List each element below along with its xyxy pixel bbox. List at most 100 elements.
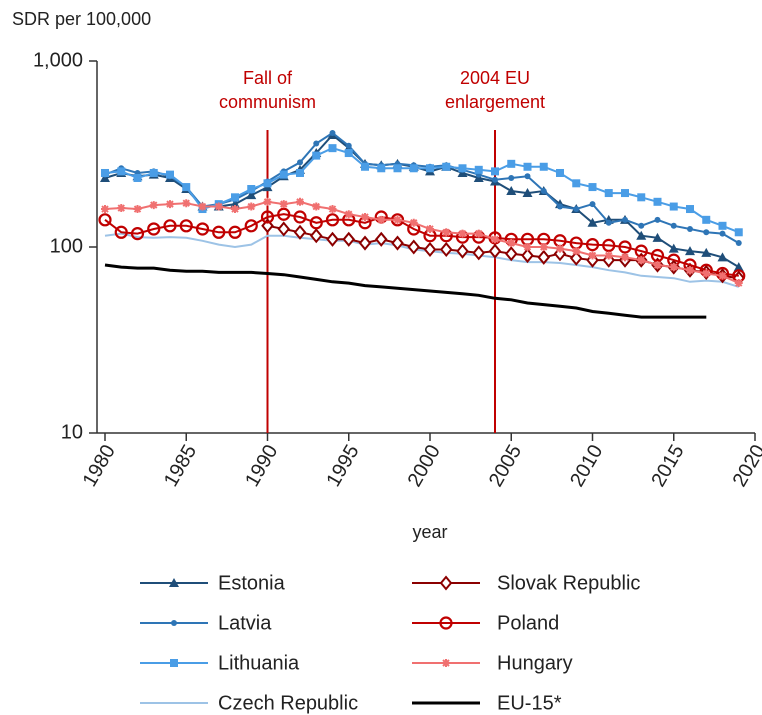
legend-label: Lithuania [218, 652, 300, 674]
marker [374, 231, 388, 247]
legend-marker [171, 620, 177, 626]
marker [458, 164, 467, 173]
marker [718, 221, 727, 230]
marker [588, 251, 597, 260]
marker [589, 201, 596, 208]
series-line [104, 147, 740, 234]
marker [474, 229, 483, 238]
marker [279, 200, 288, 209]
x-tick-label: 2015 [647, 441, 688, 491]
marker [297, 159, 303, 166]
marker [260, 210, 275, 224]
marker [652, 232, 663, 242]
marker [734, 279, 743, 288]
x-tick-label: 1990 [241, 441, 282, 491]
marker [556, 168, 564, 177]
legend-marker [170, 659, 178, 667]
marker [602, 238, 616, 253]
series-line [104, 263, 707, 319]
legend-marker [442, 659, 450, 667]
marker [507, 239, 516, 248]
marker [409, 164, 418, 173]
series-markers [101, 144, 743, 237]
marker [133, 173, 142, 182]
marker [244, 219, 258, 233]
marker [686, 205, 694, 214]
marker [636, 230, 647, 240]
marker [198, 202, 207, 211]
marker [669, 263, 678, 272]
marker [423, 241, 437, 258]
marker [442, 162, 451, 171]
marker [621, 189, 629, 198]
series-line [104, 200, 740, 285]
marker [101, 168, 109, 177]
marker [588, 183, 597, 192]
marker [195, 222, 210, 236]
annotation-text: communism [219, 92, 316, 112]
annotation-text: 2004 EU [460, 68, 530, 88]
marker [426, 164, 434, 173]
marker [182, 183, 191, 192]
marker [277, 221, 291, 237]
marker [309, 228, 323, 244]
marker [147, 222, 161, 236]
marker [149, 201, 158, 210]
marker [149, 168, 158, 177]
marker [703, 229, 710, 236]
marker [361, 212, 369, 221]
marker [718, 271, 727, 280]
marker [325, 213, 340, 227]
marker [572, 247, 581, 256]
marker [507, 159, 516, 168]
marker [247, 202, 256, 211]
y-tick-label: 1,000 [33, 49, 83, 71]
marker [668, 243, 679, 253]
marker [442, 228, 451, 237]
legend-label: Hungary [497, 652, 573, 674]
series-line [267, 224, 739, 280]
marker [540, 188, 547, 195]
marker [686, 266, 694, 275]
marker [557, 203, 563, 210]
marker [472, 245, 486, 261]
x-tick-label: 1995 [322, 441, 363, 491]
marker [345, 142, 352, 149]
marker [491, 167, 499, 176]
annotation-text: Fall of [243, 68, 293, 88]
x-axis-label: year [412, 522, 447, 542]
marker [669, 202, 678, 211]
marker [312, 202, 321, 211]
marker [604, 251, 613, 260]
marker [117, 167, 126, 176]
marker [247, 185, 256, 194]
marker [622, 216, 628, 223]
marker [409, 218, 418, 227]
marker [556, 244, 564, 253]
marker [212, 225, 226, 239]
marker [474, 165, 483, 174]
marker [650, 248, 665, 263]
legend-marker [169, 578, 179, 587]
marker [587, 217, 598, 227]
marker [539, 243, 548, 251]
marker [246, 190, 257, 200]
marker [391, 235, 404, 251]
marker [133, 205, 142, 214]
legend-label: Poland [497, 612, 559, 634]
legend-label: Slovak Republic [497, 572, 640, 594]
marker [361, 162, 369, 171]
marker [523, 162, 532, 171]
marker [524, 173, 531, 180]
marker [687, 225, 693, 232]
marker [166, 200, 174, 209]
marker [277, 207, 291, 221]
marker [179, 219, 193, 233]
marker [458, 229, 467, 238]
series-markers [101, 197, 743, 288]
marker [573, 206, 580, 213]
marker [426, 224, 434, 233]
legend-label: Estonia [218, 572, 286, 594]
marker [654, 216, 661, 223]
marker [279, 170, 288, 179]
